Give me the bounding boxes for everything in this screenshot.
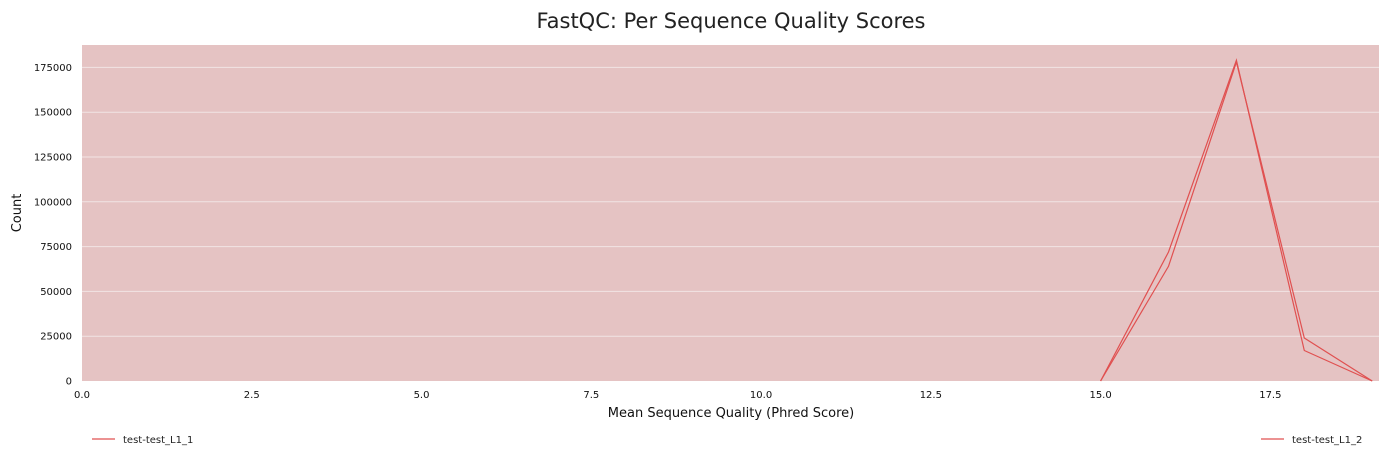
x-tick-label: 17.5 xyxy=(1259,390,1281,401)
y-tick-label: 50000 xyxy=(40,287,72,298)
y-tick-label: 150000 xyxy=(34,108,72,119)
x-tick-label: 12.5 xyxy=(920,390,942,401)
y-axis-label: Count xyxy=(10,194,25,233)
legend: test-test_L1_1 test-test_L1_2 xyxy=(92,435,1362,446)
x-axis-ticks: 0.0 2.5 5.0 7.5 10.0 12.5 15.0 17.5 xyxy=(74,390,1281,401)
x-axis-label: Mean Sequence Quality (Phred Score) xyxy=(608,406,854,421)
legend-label-1: test-test_L1_1 xyxy=(123,435,193,446)
y-tick-label: 100000 xyxy=(34,197,72,208)
x-tick-label: 15.0 xyxy=(1089,390,1111,401)
x-tick-label: 10.0 xyxy=(750,390,772,401)
plot-area xyxy=(82,45,1379,381)
x-tick-label: 5.0 xyxy=(414,390,430,401)
x-tick-label: 2.5 xyxy=(244,390,260,401)
grid-lines xyxy=(82,66,1379,337)
y-tick-label: 0 xyxy=(66,377,72,388)
series-line-2 xyxy=(1100,59,1373,382)
y-tick-label: 125000 xyxy=(34,153,72,164)
y-tick-label: 75000 xyxy=(40,242,72,253)
legend-label-2: test-test_L1_2 xyxy=(1292,435,1362,446)
y-tick-label: 175000 xyxy=(34,63,72,74)
chart-title: FastQC: Per Sequence Quality Scores xyxy=(536,9,925,33)
x-tick-label: 0.0 xyxy=(74,390,90,401)
series-layer xyxy=(1100,58,1373,382)
x-tick-label: 7.5 xyxy=(583,390,599,401)
y-axis-ticks: 0 25000 50000 75000 100000 125000 150000 175000 xyxy=(34,63,72,388)
y-tick-label: 25000 xyxy=(40,332,72,343)
